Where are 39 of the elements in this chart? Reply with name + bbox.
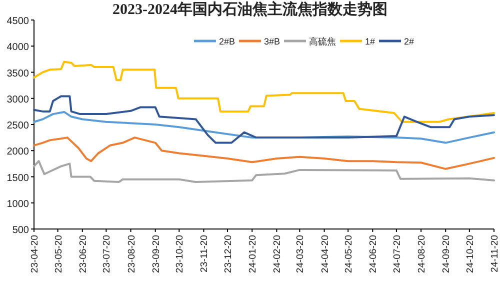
legend-label: 2#B bbox=[218, 36, 235, 46]
y-tick-label: 4000 bbox=[6, 42, 30, 54]
y-tick-label: 4500 bbox=[6, 16, 30, 27]
x-tick-label: 24-09-20 bbox=[441, 235, 452, 274]
y-tick-label: 2500 bbox=[6, 120, 30, 132]
y-tick-label: 1500 bbox=[6, 172, 30, 184]
x-tick-label: 23-10-20 bbox=[174, 235, 186, 274]
x-tick-label: 23-09-20 bbox=[150, 235, 162, 274]
x-tick-label: 23-11-20 bbox=[199, 235, 210, 272]
x-tick-label: 24-07-20 bbox=[392, 235, 403, 274]
x-tick-label: 23-04-20 bbox=[30, 235, 40, 274]
legend-label: 高硫焦 bbox=[309, 36, 336, 46]
legend-label: 3#B bbox=[264, 36, 280, 46]
line-series bbox=[33, 60, 495, 123]
x-tick-label: 24-01-20 bbox=[248, 235, 259, 274]
x-tick-label: 23-12-20 bbox=[223, 235, 234, 274]
legend-label: 2# bbox=[404, 36, 414, 46]
legend-label: 1# bbox=[365, 36, 376, 46]
x-tick-label: 24-10-20 bbox=[464, 235, 476, 274]
line-series bbox=[33, 160, 495, 183]
x-tick-label: 24-05-20 bbox=[344, 235, 355, 274]
y-tick-label: 3000 bbox=[6, 94, 30, 106]
x-tick-label: 24-03-20 bbox=[295, 235, 306, 274]
line-series bbox=[33, 136, 495, 170]
x-tick-label: 24-11-20 bbox=[490, 235, 500, 272]
x-tick-label: 24-02-20 bbox=[272, 235, 284, 274]
y-tick-label: 2000 bbox=[6, 146, 30, 158]
y-tick-label: 3500 bbox=[6, 68, 30, 80]
x-tick-label: 23-08-20 bbox=[126, 235, 138, 274]
x-tick-label: 24-08-20 bbox=[416, 235, 428, 274]
line-series bbox=[33, 95, 495, 144]
x-tick-label: 24-04-20 bbox=[320, 235, 331, 274]
y-tick-label: 1000 bbox=[6, 198, 30, 210]
y-tick-label: 500 bbox=[12, 225, 30, 236]
x-tick-label: 23-05-20 bbox=[53, 235, 64, 274]
x-tick-label: 24-06-20 bbox=[368, 235, 380, 274]
chart-title: 2023-2024年国内石油焦主流焦指数走势图 bbox=[112, 0, 388, 18]
x-tick-label: 23-06-20 bbox=[78, 235, 89, 274]
x-tick-label: 23-07-20 bbox=[102, 235, 113, 274]
